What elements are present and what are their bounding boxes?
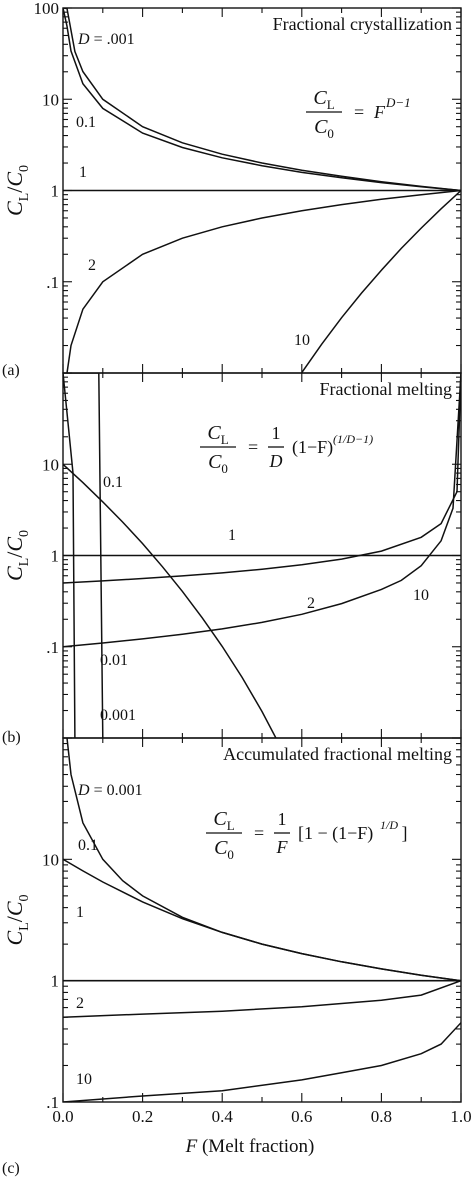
panel-label: (c)	[2, 1160, 20, 1177]
equation: CL C0 = 1 D (1−F) (1/D−1)	[200, 422, 373, 476]
equation: CL C0 = 1 F [1 − (1−F) 1/D]	[206, 808, 408, 862]
series-line	[63, 858, 461, 982]
curve-label: 10	[76, 1071, 92, 1088]
equation-rhs: [1 − (1−F)	[298, 823, 373, 844]
x-axis-label: F (Melt fraction)	[185, 1136, 315, 1157]
y-tick-label: 10	[42, 455, 59, 474]
equation-rhs: ]	[402, 823, 408, 843]
equals-sign: =	[354, 102, 364, 122]
y-tick-label: .1	[46, 638, 59, 657]
y-tick-label: 10	[42, 90, 59, 109]
series-line	[63, 1022, 461, 1102]
panel-label: (a)	[2, 362, 20, 379]
equation-denominator: C0	[314, 116, 334, 141]
x-tick-label: 0.4	[212, 1107, 234, 1126]
series-line	[63, 463, 277, 738]
equation-numerator: CL	[213, 808, 234, 833]
fraction-denominator: F	[276, 837, 289, 857]
equation-exponent: (1/D−1)	[333, 432, 373, 446]
y-axis-label: CL/C0	[2, 894, 32, 945]
curve-label: D = 0.001	[77, 782, 143, 799]
series-line	[63, 373, 461, 584]
curve-label: D = .001	[77, 31, 135, 48]
x-tick-label: 1.0	[450, 1107, 471, 1126]
series-line	[66, 189, 461, 373]
curve-label: 0.001	[100, 707, 136, 724]
x-tick-label: 0.2	[132, 1107, 153, 1126]
curve-label: 0.01	[100, 652, 128, 669]
panel-label: (b)	[2, 729, 21, 746]
y-tick-label: 100	[34, 0, 60, 18]
equation-numerator: CL	[313, 87, 334, 112]
curves	[63, 373, 461, 738]
curve-label: 0.1	[76, 114, 96, 131]
panel-2: 10 1 .1 0.1 1 2 10 0.01 0.001 Fractional melting (…	[2, 372, 462, 746]
series-line	[63, 8, 461, 192]
y-axis-label: CL/C0	[2, 530, 32, 581]
x-tick-label: 0.8	[371, 1107, 392, 1126]
equation: CL C0 = F D−1	[306, 87, 411, 141]
panel-title: Accumulated fractional melting	[223, 744, 452, 764]
equation-denominator: C0	[208, 451, 228, 476]
equation-rhs: F	[373, 102, 386, 122]
equation-denominator: C0	[214, 837, 234, 862]
y-tick-label: 10	[42, 850, 59, 869]
y-tick-label: .1	[46, 273, 59, 292]
curve-label: 2	[76, 995, 84, 1012]
curve-label: 1	[79, 164, 87, 181]
curve-label: 10	[294, 332, 310, 349]
equation-exponent: D−1	[385, 95, 411, 110]
series-line	[63, 373, 461, 648]
series-line	[63, 8, 461, 192]
equals-sign: =	[254, 823, 264, 843]
curve-label: 0.1	[103, 474, 123, 491]
panel-3: 101.10.0 0.2 0.4 0.6 0.8 1.0D = 0.0010.11210A…	[2, 737, 472, 1177]
curve-label: 2	[88, 257, 96, 274]
series-line	[63, 979, 461, 1018]
curve-label: 0.1	[78, 837, 98, 854]
panel-title: Fractional crystallization	[273, 14, 452, 34]
curve-label: 1	[228, 527, 236, 544]
y-tick-label: 1	[51, 972, 60, 991]
y-axis-label: CL/C0	[2, 165, 32, 216]
equation-numerator: CL	[207, 422, 228, 447]
x-tick-label: 0.6	[291, 1107, 312, 1126]
curve-label: 2	[307, 595, 315, 612]
curves	[63, 738, 461, 1102]
curves	[63, 8, 461, 373]
fraction-numerator: 1	[278, 809, 287, 829]
equation-rhs: (1−F)	[292, 437, 333, 458]
y-tick-label: 1	[51, 547, 60, 566]
fraction-numerator: 1	[272, 423, 281, 443]
panel-1: 100 10 1 .1 D = .001 0.1 1 2 10 Fractional crysta…	[2, 0, 462, 379]
x-tick-label: 0.0	[52, 1107, 73, 1126]
fraction-denominator: D	[269, 451, 283, 471]
panel-title: Fractional melting	[320, 379, 452, 399]
series-line	[301, 189, 461, 373]
curve-label: 10	[413, 587, 429, 604]
equals-sign: =	[248, 437, 258, 457]
y-tick-label: .1	[46, 1093, 59, 1112]
equation-exponent: 1/D	[380, 818, 398, 832]
curve-label: 1	[76, 904, 84, 921]
y-tick-label: 1	[51, 182, 60, 201]
